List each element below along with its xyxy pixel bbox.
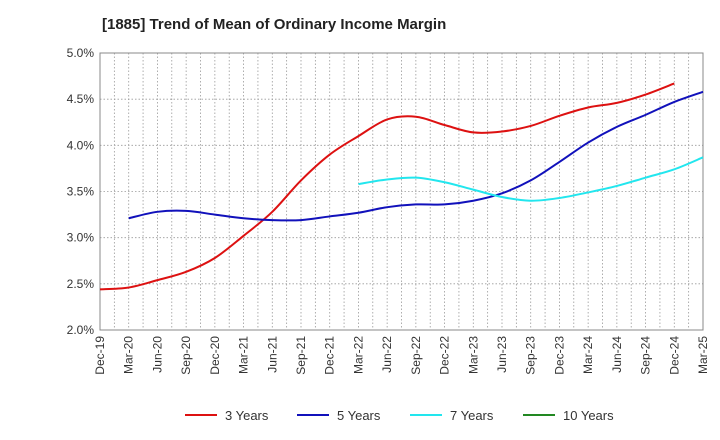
series-line-5-years	[128, 90, 704, 222]
x-tick-label: Sep-21	[294, 336, 308, 375]
y-tick-label: 3.0%	[67, 231, 95, 245]
grid-lines	[100, 53, 703, 330]
y-axis-ticks: 2.0% 2.5% 3.0% 3.5% 4.0% 4.5% 5.0%	[67, 46, 95, 337]
y-tick-label: 4.5%	[67, 92, 95, 106]
series-line-3-years	[99, 82, 675, 291]
legend-label-7-years: 7 Years	[450, 408, 494, 423]
x-tick-label: Mar-23	[466, 336, 480, 374]
legend-label-5-years: 5 Years	[337, 408, 381, 423]
x-tick-label: Dec-23	[552, 336, 566, 375]
x-tick-label: Dec-22	[438, 336, 452, 375]
x-tick-label: Dec-21	[323, 336, 337, 375]
x-tick-label: Sep-24	[639, 336, 653, 375]
y-tick-label: 4.0%	[67, 138, 95, 152]
series-lines	[99, 82, 704, 291]
y-tick-label: 2.5%	[67, 277, 95, 291]
chart-title: [1885] Trend of Mean of Ordinary Income …	[102, 16, 447, 33]
x-tick-label: Mar-25	[696, 336, 710, 374]
x-tick-label: Dec-19	[93, 336, 107, 375]
x-tick-label: Jun-20	[150, 336, 164, 373]
plot-frame	[99, 52, 704, 331]
x-tick-label: Mar-24	[581, 336, 595, 374]
x-tick-label: Mar-21	[237, 336, 251, 374]
x-tick-label: Dec-24	[667, 336, 681, 375]
y-tick-label: 3.5%	[67, 185, 95, 199]
x-tick-label: Jun-23	[495, 336, 509, 373]
legend-label-10-years: 10 Years	[563, 408, 614, 423]
series-line-7-years	[358, 156, 704, 202]
y-tick-label: 5.0%	[67, 46, 95, 60]
x-axis-ticks: Dec-19 Mar-20 Jun-20 Sep-20 Dec-20 Mar-21 Jun-…	[93, 336, 710, 375]
x-tick-label: Mar-22	[351, 336, 365, 374]
x-tick-label: Jun-22	[380, 336, 394, 373]
x-tick-label: Mar-20	[122, 336, 136, 374]
x-tick-label: Sep-20	[179, 336, 193, 375]
x-tick-label: Sep-22	[409, 336, 423, 375]
x-tick-label: Dec-20	[208, 336, 222, 375]
legend-label-3-years: 3 Years	[225, 408, 269, 423]
legend: 3 Years 5 Years 7 Years 10 Years	[185, 408, 614, 423]
x-tick-label: Jun-24	[610, 336, 624, 373]
x-tick-label: Jun-21	[265, 336, 279, 373]
y-tick-label: 2.0%	[67, 323, 95, 337]
x-tick-label: Sep-23	[524, 336, 538, 375]
